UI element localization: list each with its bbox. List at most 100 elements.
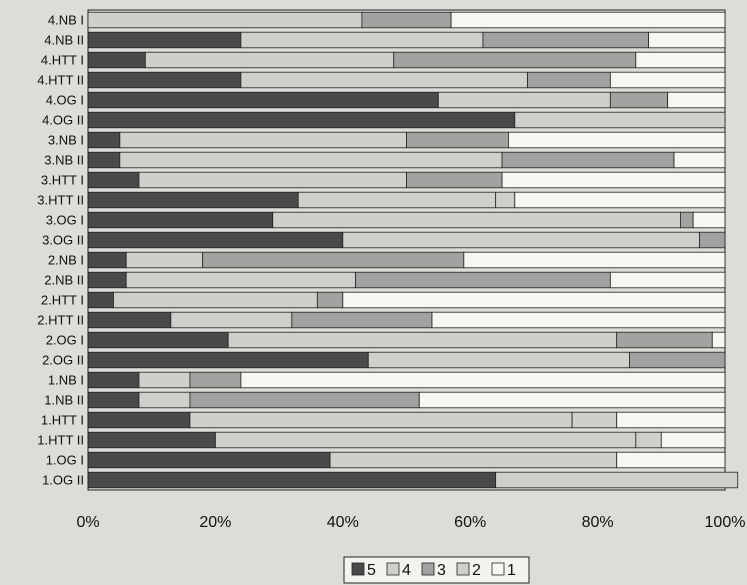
category-label: 2.OG II: [42, 353, 84, 368]
bar-segment-4-htt-i-s1: [635, 51, 726, 69]
bar-segment-4-htt-ii-s1: [609, 71, 726, 89]
bar-segment-2-nb-i-s5: [87, 251, 127, 269]
bar-segment-4-og-i-s1: [667, 91, 726, 109]
bar-segment-1-nb-i-s5: [87, 371, 140, 389]
x-tick-label: 20%: [199, 514, 231, 531]
plot-area: [87, 9, 726, 491]
bar-segment-1-og-i-s1: [616, 451, 726, 469]
bar-segment-3-og-i-s3: [680, 211, 694, 229]
category-label: 2.NB II: [44, 273, 84, 288]
bar-segment-1-htt-i-s2: [571, 411, 618, 429]
bar-segment-4-nb-ii-s5: [87, 31, 242, 49]
bar-segment-1-nb-i-s1: [240, 371, 726, 389]
bar-segment-3-og-ii-s5: [87, 231, 344, 249]
bar-segment-2-htt-ii-s4: [170, 311, 293, 329]
bar-segment-4-og-ii-s5: [87, 111, 516, 129]
legend-label-1: 1: [507, 562, 516, 579]
bar-segment-2-og-i-s1: [711, 331, 726, 349]
bar-segment-2-htt-i-s1: [342, 291, 726, 309]
x-tick-labels: 0% 20% 40% 60% 80% 100%: [76, 514, 745, 531]
bar-segment-2-nb-i-s4: [125, 251, 204, 269]
bar-segment-3-nb-i-s3: [406, 131, 509, 149]
bar-segment-3-htt-i-s3: [406, 171, 503, 189]
bar-segment-1-nb-i-s4: [138, 371, 191, 389]
bar-segment-3-nb-ii-s5: [87, 151, 121, 169]
bar-segment-1-nb-ii-s3: [189, 391, 420, 409]
bar-segment-2-htt-i-s4: [113, 291, 318, 309]
legend-label-3: 3: [437, 562, 446, 579]
bar-segment-2-og-i-s5: [87, 331, 229, 349]
category-label: 4.HTT I: [41, 53, 84, 68]
bar-segment-4-og-i-s5: [87, 91, 439, 109]
bar-segment-4-nb-i-s1: [450, 11, 726, 29]
bar-segment-2-nb-ii-s5: [87, 271, 127, 289]
category-label: 1.OG II: [42, 473, 84, 488]
bar-segment-1-og-ii-s5: [87, 471, 497, 489]
bar-segment-3-nb-i-s4: [119, 131, 407, 149]
bar-segment-4-og-i-s3: [609, 91, 669, 109]
bars-group: [87, 11, 739, 489]
x-tick-label: 40%: [327, 514, 359, 531]
bar-segment-2-og-ii-s4: [367, 351, 630, 369]
bar-segment-1-og-ii-s4: [495, 471, 739, 489]
bar-segment-3-og-i-s1: [692, 211, 726, 229]
legend-swatch-3: [421, 562, 435, 576]
category-label: 4.OG II: [42, 113, 84, 128]
legend-swatch-5: [351, 562, 365, 576]
bar-segment-2-nb-ii-s1: [609, 271, 726, 289]
category-label: 2.OG I: [46, 333, 84, 348]
bar-segment-2-htt-ii-s1: [431, 311, 726, 329]
bar-segment-4-htt-i-s5: [87, 51, 146, 69]
bar-segment-3-htt-i-s5: [87, 171, 140, 189]
bar-segment-1-htt-i-s1: [616, 411, 726, 429]
legend-swatch-1: [491, 562, 505, 576]
bar-segment-3-og-i-s5: [87, 211, 274, 229]
category-label: 4.NB I: [48, 13, 84, 28]
category-label: 1.HTT I: [41, 413, 84, 428]
legend-swatch-2: [456, 562, 470, 576]
bar-segment-3-nb-ii-s3: [501, 151, 675, 169]
bar-segment-3-htt-i-s1: [501, 171, 726, 189]
bar-segment-1-nb-ii-s5: [87, 391, 140, 409]
bar-segment-2-htt-ii-s5: [87, 311, 172, 329]
bar-segment-3-htt-ii-s5: [87, 191, 299, 209]
bar-segment-1-htt-ii-s1: [660, 431, 726, 449]
category-label: 2.HTT II: [37, 313, 84, 328]
x-tick-label: 0%: [76, 514, 99, 531]
bar-segment-4-htt-ii-s4: [240, 71, 528, 89]
category-label: 3.HTT II: [37, 193, 84, 208]
bar-segment-2-htt-i-s3: [316, 291, 344, 309]
bar-segment-1-htt-i-s5: [87, 411, 191, 429]
bar-segment-3-og-ii-s3: [699, 231, 726, 249]
category-label: 1.NB II: [44, 393, 84, 408]
bar-segment-3-nb-ii-s4: [119, 151, 503, 169]
bar-segment-3-nb-i-s1: [508, 131, 726, 149]
legend: 5 4 3 2 1: [343, 556, 530, 584]
bar-segment-3-htt-i-s4: [138, 171, 407, 189]
bar-segment-1-htt-ii-s5: [87, 431, 216, 449]
bar-segment-3-og-i-s4: [272, 211, 681, 229]
legend-swatch-4: [386, 562, 400, 576]
x-tick-label: 100%: [705, 514, 746, 531]
category-label: 3.NB II: [44, 153, 84, 168]
category-label: 4.NB II: [44, 33, 84, 48]
bar-segment-3-htt-ii-s2: [495, 191, 516, 209]
legend-label-2: 2: [472, 562, 481, 579]
bar-segment-2-og-ii-s5: [87, 351, 369, 369]
x-tick-label: 60%: [454, 514, 486, 531]
bar-segment-3-nb-ii-s1: [673, 151, 726, 169]
category-label: 3.OG II: [42, 233, 84, 248]
bar-segment-4-htt-i-s4: [144, 51, 395, 69]
bar-segment-1-htt-ii-s4: [214, 431, 637, 449]
bar-segment-3-htt-ii-s4: [297, 191, 497, 209]
category-label: 2.NB I: [48, 253, 84, 268]
bar-segment-1-og-i-s5: [87, 451, 331, 469]
bar-segment-4-og-i-s4: [437, 91, 611, 109]
bar-segment-2-nb-ii-s3: [355, 271, 611, 289]
bar-segment-1-htt-ii-s2: [635, 431, 662, 449]
category-label: 3.NB I: [48, 133, 84, 148]
category-labels: 4.NB I 4.NB II 4.HTT I 4.HTT II 4.OG I 4.OG I…: [37, 13, 84, 488]
bar-segment-4-nb-i-s3: [361, 11, 452, 29]
